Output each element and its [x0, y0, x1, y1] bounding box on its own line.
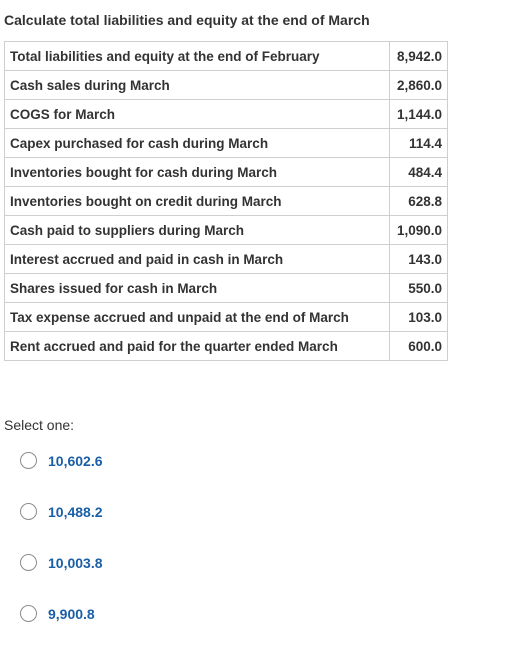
radio-button[interactable]: [20, 503, 37, 520]
answer-option-b[interactable]: 10,488.2: [20, 503, 103, 520]
option-label[interactable]: 9,900.8: [48, 605, 95, 622]
row-label: Cash paid to suppliers during March: [4, 215, 390, 245]
row-label: Cash sales during March: [4, 70, 390, 100]
table-row: Tax expense accrued and unpaid at the en…: [4, 302, 448, 332]
question-title: Calculate total liabilities and equity a…: [4, 12, 370, 28]
row-value: 143.0: [389, 244, 448, 274]
row-label: Shares issued for cash in March: [4, 273, 390, 303]
radio-button[interactable]: [20, 605, 37, 622]
row-label: Inventories bought for cash during March: [4, 157, 390, 187]
table-row: Inventories bought for cash during March…: [4, 157, 448, 187]
row-label: Total liabilities and equity at the end …: [4, 41, 390, 71]
row-value: 1,090.0: [389, 215, 448, 245]
answer-option-d[interactable]: 9,900.8: [20, 605, 95, 622]
row-value: 8,942.0: [389, 41, 448, 71]
table-row: Capex purchased for cash during March 11…: [4, 128, 448, 158]
row-label: Inventories bought on credit during Marc…: [4, 186, 390, 216]
row-label: Capex purchased for cash during March: [4, 128, 390, 158]
row-value: 114.4: [389, 128, 448, 158]
option-label[interactable]: 10,003.8: [48, 554, 103, 571]
option-label[interactable]: 10,488.2: [48, 503, 103, 520]
radio-button[interactable]: [20, 452, 37, 469]
option-label[interactable]: 10,602.6: [48, 452, 103, 469]
row-value: 1,144.0: [389, 99, 448, 129]
table-row: Shares issued for cash in March 550.0: [4, 273, 448, 303]
table-row: Cash sales during March 2,860.0: [4, 70, 448, 100]
row-value: 2,860.0: [389, 70, 448, 100]
table-row: Interest accrued and paid in cash in Mar…: [4, 244, 448, 274]
answer-option-a[interactable]: 10,602.6: [20, 452, 103, 469]
row-label: COGS for March: [4, 99, 390, 129]
row-value: 550.0: [389, 273, 448, 303]
row-value: 628.8: [389, 186, 448, 216]
radio-button[interactable]: [20, 554, 37, 571]
data-table: Total liabilities and equity at the end …: [4, 41, 448, 361]
row-value: 103.0: [389, 302, 448, 332]
table-row: Total liabilities and equity at the end …: [4, 41, 448, 71]
row-value: 484.4: [389, 157, 448, 187]
row-label: Interest accrued and paid in cash in Mar…: [4, 244, 390, 274]
row-value: 600.0: [389, 331, 448, 361]
row-label: Tax expense accrued and unpaid at the en…: [4, 302, 390, 332]
answer-option-c[interactable]: 10,003.8: [20, 554, 103, 571]
table-row: Inventories bought on credit during Marc…: [4, 186, 448, 216]
table-row: COGS for March 1,144.0: [4, 99, 448, 129]
row-label: Rent accrued and paid for the quarter en…: [4, 331, 390, 361]
table-row: Cash paid to suppliers during March 1,09…: [4, 215, 448, 245]
select-one-prompt: Select one:: [4, 417, 75, 433]
table-row: Rent accrued and paid for the quarter en…: [4, 331, 448, 361]
